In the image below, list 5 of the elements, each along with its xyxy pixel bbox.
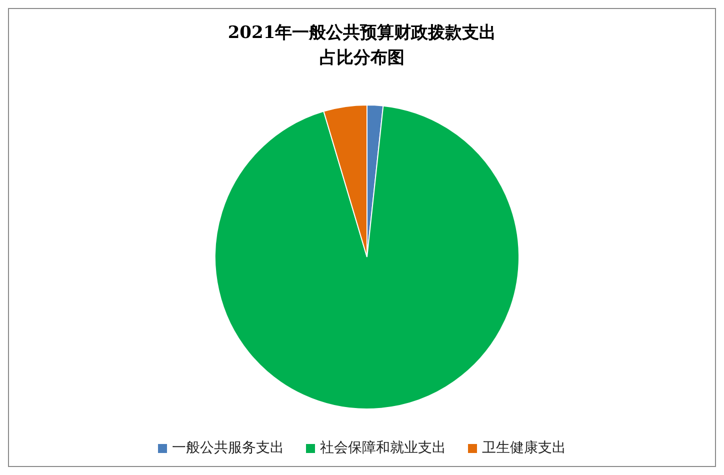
legend-label: 社会保障和就业支出 xyxy=(319,439,446,457)
legend-label: 一般公共服务支出 xyxy=(171,439,284,457)
legend-label: 卫生健康支出 xyxy=(481,439,566,457)
chart-title: 2021年一般公共预算财政拨款支出占比分布图 xyxy=(226,22,498,70)
pie-slice xyxy=(214,105,520,410)
